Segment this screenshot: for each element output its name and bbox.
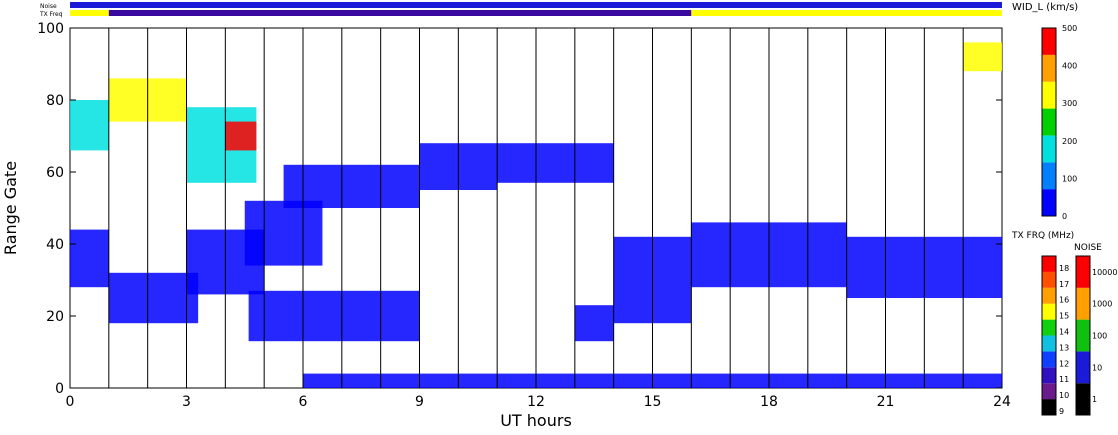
tx-freq-colorbar-swatch bbox=[1042, 399, 1056, 415]
tx-freq-colorbar-tick: 16 bbox=[1059, 296, 1069, 305]
noise-colorbar-swatch bbox=[1076, 319, 1090, 352]
tx-freq-colorbar-frame bbox=[1041, 255, 1057, 416]
x-tick-label: 0 bbox=[66, 394, 75, 410]
x-tick-label: 3 bbox=[182, 394, 191, 410]
tx-freq-colorbar-swatch bbox=[1042, 335, 1056, 352]
tx-freq-colorbar-swatch bbox=[1042, 256, 1056, 272]
y-tick-label: 0 bbox=[55, 381, 64, 397]
width-colorbar-swatch bbox=[1042, 108, 1056, 136]
noise-colorbar-swatch bbox=[1076, 351, 1090, 384]
noise-colorbar-tick: 10000 bbox=[1092, 268, 1117, 277]
width-colorbar-tick: 400 bbox=[1062, 62, 1077, 71]
x-tick-label: 24 bbox=[993, 394, 1011, 410]
tx-freq-colorbar-swatch bbox=[1042, 383, 1056, 400]
tx-freq-colorbar-swatch bbox=[1042, 287, 1056, 304]
width-colorbar-swatch bbox=[1042, 81, 1056, 109]
noise-colorbar-tick: 1 bbox=[1092, 395, 1097, 404]
tx-freq-strip-label: TX Freq bbox=[39, 11, 63, 18]
width-colorbar-frame bbox=[1041, 27, 1057, 217]
echo-region bbox=[963, 42, 1002, 72]
width-colorbar: 0 100 200 300 400 500 bbox=[1041, 24, 1077, 221]
width-colorbar-swatch bbox=[1042, 54, 1056, 82]
tx-freq-colorbar: 9 10 11 12 13 14 15 16 17 18 bbox=[1041, 255, 1069, 416]
tx-freq-colorbar-swatch bbox=[1042, 303, 1056, 320]
width-colorbar-tick: 100 bbox=[1062, 174, 1077, 183]
echo-region bbox=[225, 121, 257, 151]
x-axis-label: UT hours bbox=[500, 411, 572, 430]
echo-region bbox=[574, 305, 614, 342]
hour-gridlines bbox=[108, 28, 964, 388]
width-colorbar-swatch bbox=[1042, 189, 1056, 216]
y-tick-label: 80 bbox=[46, 93, 64, 109]
noise-colorbar-swatch bbox=[1076, 287, 1090, 320]
echo-region bbox=[283, 164, 420, 208]
tx-freq-colorbar-swatch bbox=[1042, 367, 1056, 384]
strip-segment bbox=[108, 10, 692, 16]
width-colorbar-tick: 0 bbox=[1062, 212, 1067, 221]
noise-colorbar-tick: 1000 bbox=[1092, 300, 1112, 309]
tx-freq-colorbar-tick: 18 bbox=[1059, 264, 1069, 273]
noise-colorbar-swatch bbox=[1076, 383, 1090, 415]
x-tick-label: 15 bbox=[644, 394, 662, 410]
axis-ticks: 0 3 6 9 12 15 18 21 24 0 20 40 60 80 100 bbox=[37, 21, 1011, 410]
echo-region bbox=[497, 143, 614, 183]
tx-freq-strip bbox=[70, 10, 1002, 16]
tx-freq-colorbar-swatch bbox=[1042, 271, 1056, 288]
noise-strip bbox=[70, 2, 1002, 8]
width-colorbar-tick: 200 bbox=[1062, 137, 1077, 146]
tx-freq-colorbar-swatch bbox=[1042, 351, 1056, 368]
echo-region bbox=[108, 272, 199, 324]
plot-area: 0 3 6 9 12 15 18 21 24 0 20 40 60 80 100 bbox=[37, 21, 1011, 410]
tx-freq-colorbar-tick: 17 bbox=[1059, 280, 1069, 289]
width-colorbar-swatch bbox=[1042, 28, 1056, 55]
width-colorbar-swatch bbox=[1042, 162, 1056, 190]
x-tick-label: 12 bbox=[527, 394, 545, 410]
strip-segment bbox=[70, 10, 109, 16]
tx-freq-colorbar-tick: 13 bbox=[1059, 343, 1069, 352]
width-colorbar-tick: 300 bbox=[1062, 99, 1077, 108]
echo-region bbox=[248, 290, 420, 342]
x-tick-label: 6 bbox=[299, 394, 308, 410]
noise-strip-label: Noise bbox=[40, 3, 57, 10]
noise-colorbar-tick: 10 bbox=[1092, 363, 1102, 372]
y-tick-label: 60 bbox=[46, 165, 64, 181]
width-colorbar-label: WID_L (km/s) bbox=[1012, 2, 1078, 13]
tx-freq-colorbar-tick: 9 bbox=[1059, 407, 1064, 416]
strip-segment bbox=[691, 10, 1002, 16]
width-colorbar-tick: 500 bbox=[1062, 24, 1077, 33]
echo-region bbox=[244, 200, 323, 266]
tx-freq-colorbar-tick: 10 bbox=[1059, 391, 1069, 400]
noise-colorbar-frame bbox=[1075, 255, 1091, 416]
y-tick-label: 100 bbox=[37, 21, 64, 37]
echo-region bbox=[70, 229, 109, 288]
noise-colorbar-label: NOISE bbox=[1074, 243, 1102, 253]
x-tick-label: 21 bbox=[877, 394, 895, 410]
tx-freq-colorbar-label: TX FRQ (MHz) bbox=[1011, 231, 1074, 241]
noise-colorbar: 1 10 100 1000 10000 bbox=[1075, 255, 1117, 416]
y-tick-label: 20 bbox=[46, 309, 64, 325]
tx-freq-colorbar-tick: 14 bbox=[1059, 328, 1069, 337]
tx-freq-colorbar-tick: 12 bbox=[1059, 359, 1069, 368]
tx-freq-colorbar-tick: 15 bbox=[1059, 312, 1069, 321]
noise-colorbar-tick: 100 bbox=[1092, 332, 1107, 341]
echo-region bbox=[70, 100, 109, 151]
x-tick-label: 9 bbox=[415, 394, 424, 410]
noise-colorbar-swatch bbox=[1076, 256, 1090, 288]
tx-freq-colorbar-tick: 11 bbox=[1059, 375, 1069, 384]
tx-freq-colorbar-swatch bbox=[1042, 319, 1056, 336]
y-axis-label: Range Gate bbox=[1, 161, 20, 255]
width-colorbar-swatch bbox=[1042, 135, 1056, 163]
x-tick-label: 18 bbox=[760, 394, 778, 410]
y-tick-label: 40 bbox=[46, 237, 64, 253]
strip-segment bbox=[70, 2, 1002, 8]
